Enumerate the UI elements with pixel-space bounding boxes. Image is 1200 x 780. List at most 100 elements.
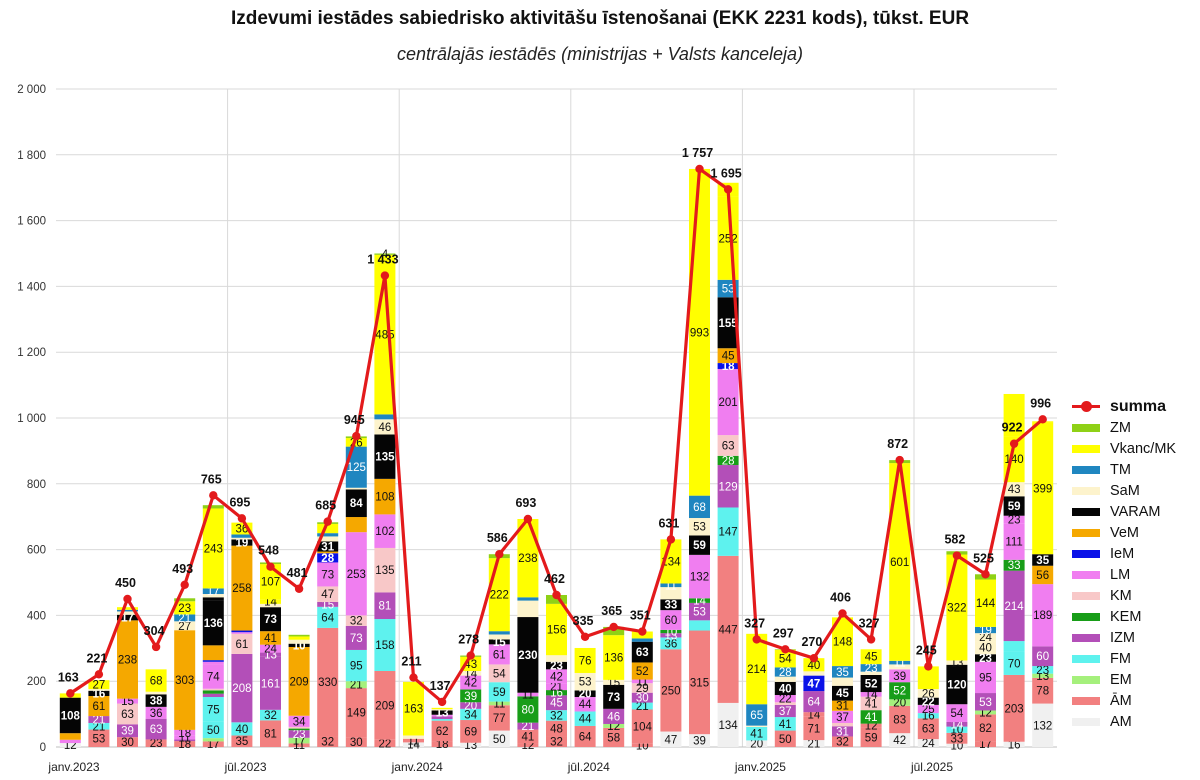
segment-data-label: 18 — [178, 728, 191, 740]
bar-segment — [345, 532, 367, 616]
legend-item: KM — [1072, 585, 1197, 606]
segment-data-label: 34 — [464, 709, 477, 721]
bar-segment — [345, 438, 367, 447]
sum-data-label: 1 433 — [367, 253, 398, 267]
segment-data-label: 14 — [951, 719, 964, 731]
segment-data-label: 36 — [665, 638, 678, 650]
bar-segment — [689, 630, 710, 735]
segment-data-label: 163 — [404, 704, 423, 716]
segment-data-label: 81 — [264, 729, 277, 741]
segment-data-label: 243 — [204, 543, 223, 555]
segment-data-label: 76 — [579, 655, 592, 667]
segment-data-label: 11 — [636, 676, 648, 688]
sum-point — [895, 455, 904, 465]
segment-data-label: 47 — [321, 589, 334, 601]
segment-data-label: 35 — [836, 667, 849, 679]
bar-segment — [1032, 422, 1054, 555]
bar-segment — [145, 739, 167, 747]
segment-data-label: 214 — [747, 664, 767, 676]
bar-segment — [1003, 674, 1025, 742]
bar-segment — [59, 733, 81, 740]
bar-segment — [202, 741, 224, 747]
segment-data-label: 28 — [779, 667, 792, 679]
segment-data-label: 53 — [579, 677, 592, 689]
bar-segment — [231, 534, 253, 538]
bar-segment — [1032, 703, 1054, 747]
segment-data-label: 17 — [207, 586, 220, 598]
legend-label: SaM — [1110, 482, 1140, 499]
bar-segment — [174, 601, 196, 615]
bar-segment — [946, 660, 968, 665]
bar-segment — [288, 636, 310, 640]
bar-segment — [260, 709, 281, 721]
sum-data-label: 450 — [115, 576, 136, 590]
bar-segment — [488, 639, 510, 645]
sum-data-label: 922 — [1002, 421, 1023, 435]
segment-data-label: 23 — [865, 663, 878, 675]
bar-segment — [717, 555, 739, 703]
segment-data-label: 238 — [118, 654, 137, 666]
sum-data-label: 525 — [973, 551, 994, 565]
legend-swatch — [1072, 507, 1100, 516]
bar-segment — [631, 641, 653, 663]
sum-point — [380, 271, 390, 280]
segment-data-label: 50 — [779, 734, 792, 746]
bar-segment — [403, 681, 424, 736]
sum-point — [94, 670, 104, 679]
bar-segment — [889, 660, 911, 665]
bar-segment — [803, 671, 825, 676]
bar-segment — [403, 742, 424, 747]
segment-data-label: 303 — [175, 675, 194, 687]
legend-swatch — [1072, 612, 1100, 621]
legend-label: IeM — [1110, 545, 1135, 562]
sum-data-label: 406 — [830, 590, 851, 604]
segment-data-label: 24 — [979, 632, 992, 644]
segment-data-label: 104 — [633, 722, 653, 734]
segment-data-label: 46 — [379, 422, 392, 434]
bar-segment — [288, 639, 310, 644]
bar-segment — [660, 629, 682, 634]
bar-segment — [345, 446, 367, 488]
sum-point — [123, 594, 132, 604]
segment-data-label: 238 — [518, 553, 537, 565]
sum-data-label: 1 757 — [682, 146, 713, 160]
bar-segment — [889, 682, 911, 700]
segment-data-label: 69 — [464, 726, 477, 738]
segment-data-label: 230 — [518, 650, 537, 662]
bar-segment — [174, 729, 196, 736]
legend-swatch — [1072, 696, 1100, 705]
bar-segment — [288, 646, 310, 716]
sum-point — [580, 632, 590, 641]
segment-data-label: 39 — [121, 726, 134, 738]
segment-data-label: 39 — [693, 736, 706, 748]
bar-segment — [374, 414, 396, 420]
bar-segment — [345, 517, 367, 533]
bar-segment — [946, 721, 968, 727]
bar-segment — [917, 704, 939, 714]
segment-data-label: 15 — [321, 599, 334, 611]
segment-data-label: 60 — [665, 615, 678, 627]
segment-data-label: 22 — [379, 738, 392, 750]
segment-data-label: 35 — [236, 736, 249, 748]
bar-segment — [59, 739, 81, 744]
bar-segment — [717, 348, 739, 364]
bar-segment — [288, 726, 310, 729]
sum-point — [323, 517, 332, 526]
segment-data-label: 19 — [236, 538, 249, 550]
bar-segment — [374, 434, 396, 479]
bar-segment — [660, 599, 682, 611]
legend-item: IeM — [1072, 543, 1197, 564]
bar-segment — [174, 630, 196, 730]
bar-segment — [546, 683, 567, 691]
segment-data-label: 32 — [550, 710, 563, 722]
segment-data-label: 68 — [693, 502, 706, 514]
bar-segment — [117, 698, 138, 704]
sum-data-label: 304 — [144, 624, 165, 638]
legend-swatch — [1072, 570, 1100, 579]
segment-data-label: 25 — [922, 704, 935, 716]
segment-data-label: 322 — [947, 603, 966, 615]
segment-data-label: 147 — [719, 527, 738, 539]
segment-data-label: 155 — [719, 318, 739, 330]
bar-segment — [689, 620, 710, 631]
bar-segment — [889, 705, 911, 734]
